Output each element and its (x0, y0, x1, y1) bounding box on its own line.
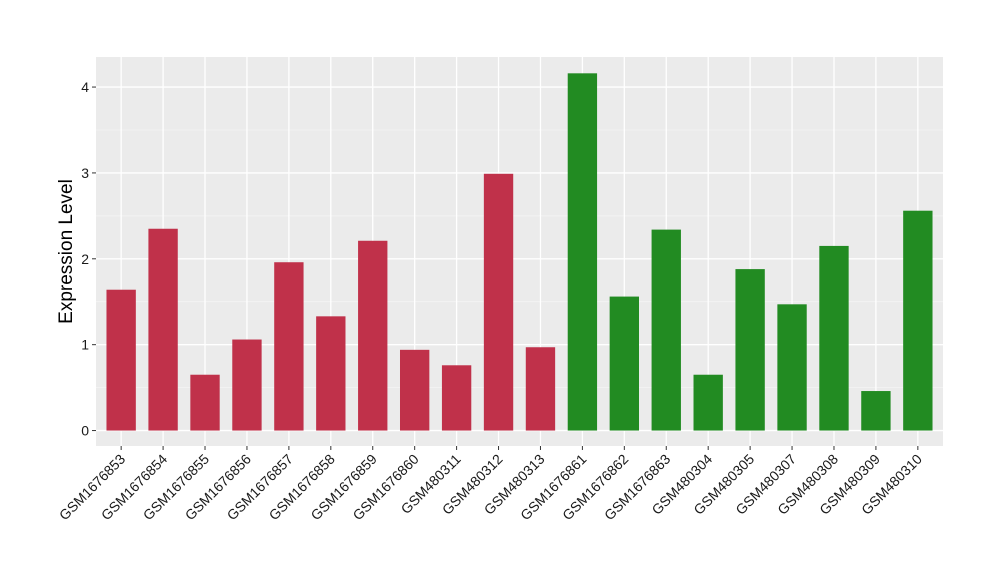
bars (106, 73, 933, 431)
bar-GSM1676853 (106, 289, 136, 431)
bar-GSM1676857 (274, 262, 304, 431)
y-tick-label: 1 (81, 337, 89, 353)
bar-GSM1676861 (567, 73, 598, 431)
bar-GSM1676856 (232, 339, 262, 431)
bar-GSM1676859 (358, 240, 388, 431)
bar-GSM1676855 (190, 374, 220, 431)
bar-GSM1676863 (651, 229, 681, 431)
y-tick-label: 3 (81, 165, 89, 181)
x-axis: GSM1676853GSM1676854GSM1676855GSM1676856… (56, 446, 925, 523)
bar-GSM480307 (777, 304, 807, 431)
bar-GSM1676862 (609, 296, 640, 431)
bar-GSM480305 (735, 269, 765, 431)
bar-GSM480310 (903, 210, 933, 431)
y-tick-label: 0 (81, 423, 89, 439)
bar-GSM480311 (441, 365, 472, 431)
y-tick-label: 4 (81, 79, 89, 95)
bar-GSM480304 (693, 374, 723, 431)
y-axis-title: Expression Level (56, 179, 77, 324)
bar-GSM1676854 (148, 228, 178, 431)
bar-GSM480312 (483, 173, 514, 431)
y-tick-label: 2 (81, 251, 89, 267)
bar-GSM480308 (819, 245, 849, 431)
bar-GSM480309 (861, 391, 891, 431)
bar-GSM1676860 (399, 349, 430, 431)
bar-GSM1676858 (316, 316, 346, 431)
y-axis: 0 1 2 3 4 (81, 79, 96, 439)
bar-GSM480313 (525, 347, 556, 431)
